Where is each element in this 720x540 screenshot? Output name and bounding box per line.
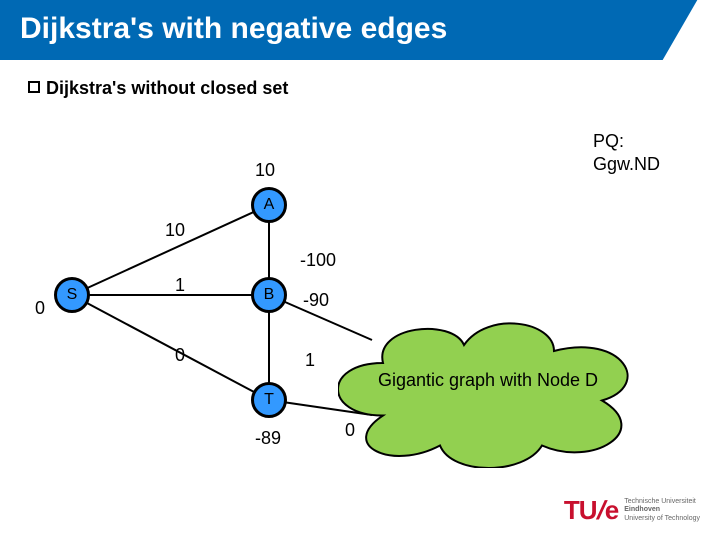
node-B: B bbox=[251, 277, 287, 313]
logo-line2: Eindhoven bbox=[624, 506, 700, 514]
value-label-A: 10 bbox=[255, 160, 275, 181]
logo-text: Technische Universiteit Eindhoven Univer… bbox=[624, 498, 700, 523]
edge-label-0: 10 bbox=[165, 220, 185, 241]
pq-box: PQ: Ggw.ND bbox=[593, 130, 660, 177]
logo-line1: Technische Universiteit bbox=[624, 498, 700, 506]
edge-label-1: 1 bbox=[175, 275, 185, 296]
tue-logo: TU/e Technische Universiteit Eindhoven U… bbox=[564, 495, 700, 526]
value-label-T: -89 bbox=[255, 428, 281, 449]
bullet-text: Dijkstra's without closed set bbox=[46, 78, 288, 98]
title-bar: Dijkstra's with negative edges bbox=[0, 0, 720, 60]
cloud-edge-label-1: 0 bbox=[345, 420, 355, 441]
edge-label-2: 0 bbox=[175, 345, 185, 366]
bullet-square-icon bbox=[28, 81, 40, 93]
edge-label-3: -100 bbox=[300, 250, 336, 271]
cloud-text: Gigantic graph with Node D bbox=[368, 369, 608, 392]
bullet-item: Dijkstra's without closed set bbox=[28, 78, 692, 99]
node-A: A bbox=[251, 187, 287, 223]
value-label-S: 0 bbox=[35, 298, 45, 319]
logo-line3: University of Technology bbox=[624, 515, 700, 523]
graph-diagram: Gigantic graph with Node D SABT 1010-100… bbox=[0, 100, 720, 540]
edge-label-4: 1 bbox=[305, 350, 315, 371]
node-T: T bbox=[251, 382, 287, 418]
node-S: S bbox=[54, 277, 90, 313]
value-label-B: -90 bbox=[303, 290, 329, 311]
pq-label: PQ: bbox=[593, 130, 660, 153]
pq-value: Ggw.ND bbox=[593, 153, 660, 176]
slide-title: Dijkstra's with negative edges bbox=[20, 12, 700, 46]
content-area: Dijkstra's without closed set Gigantic g… bbox=[0, 60, 720, 540]
logo-mark: TU/e bbox=[564, 495, 618, 526]
